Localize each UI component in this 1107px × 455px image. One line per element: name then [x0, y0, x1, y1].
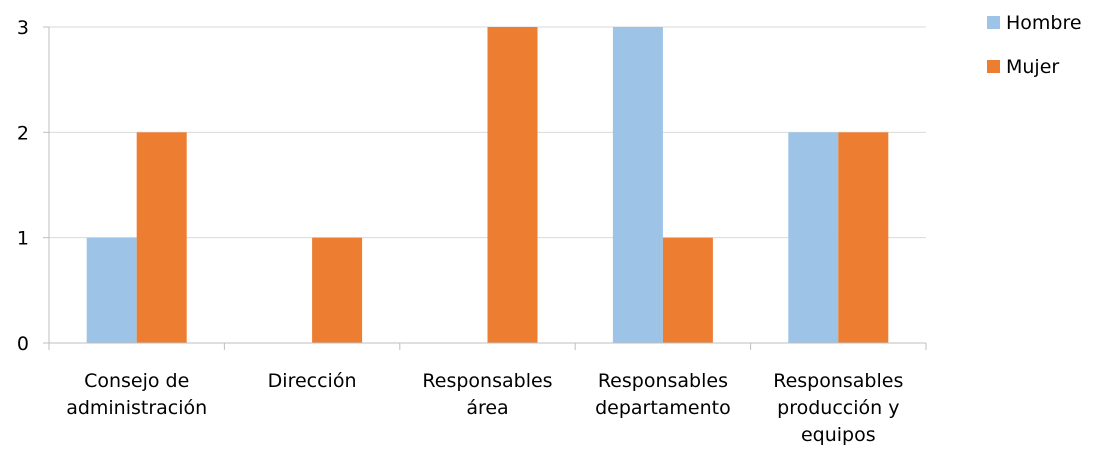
- bar-hombre-0: [87, 238, 137, 343]
- x-category-label-1: Dirección: [268, 370, 357, 392]
- x-category-label-line: producción y: [777, 397, 899, 419]
- x-category-label-2: Responsables área: [422, 370, 552, 419]
- bars: [87, 27, 889, 343]
- x-category-label-line: Consejo de: [84, 370, 189, 392]
- x-category-label-4: Responsables producción y equipos: [773, 370, 903, 446]
- bar-mujer-0: [137, 132, 187, 343]
- y-tick-label-3: 3: [17, 17, 29, 39]
- x-category-label-line: Responsables: [598, 370, 728, 392]
- bar-hombre-4: [788, 132, 838, 343]
- legend-label-mujer: Mujer: [1006, 56, 1059, 78]
- x-category-label-line: administración: [66, 397, 207, 419]
- y-tick-label-0: 0: [17, 333, 29, 355]
- bar-mujer-1: [312, 238, 362, 343]
- bar-mujer-3: [663, 238, 713, 343]
- y-axis-ticks: 0 1 2 3: [17, 17, 29, 355]
- x-category-label-line: departamento: [595, 397, 731, 419]
- x-category-label-line: área: [466, 397, 508, 419]
- legend: Hombre Mujer: [987, 12, 1082, 78]
- x-category-label-line: Responsables: [422, 370, 552, 392]
- bar-mujer-4: [838, 132, 888, 343]
- x-category-label-3: Responsables departamento: [595, 370, 731, 419]
- x-category-label-line: equipos: [801, 424, 876, 446]
- legend-swatch-mujer: [987, 60, 1000, 73]
- legend-label-hombre: Hombre: [1006, 12, 1082, 34]
- y-tick-label-2: 2: [17, 122, 29, 144]
- x-category-label-line: Dirección: [268, 370, 357, 392]
- x-category-label-line: Responsables: [773, 370, 903, 392]
- bar-hombre-3: [613, 27, 663, 343]
- legend-swatch-hombre: [987, 16, 1000, 29]
- bar-mujer-2: [488, 27, 538, 343]
- y-tick-label-1: 1: [17, 228, 29, 250]
- x-category-label-0: Consejo de administración: [66, 370, 207, 419]
- x-axis-labels: Consejo de administración Dirección Respons…: [66, 370, 903, 446]
